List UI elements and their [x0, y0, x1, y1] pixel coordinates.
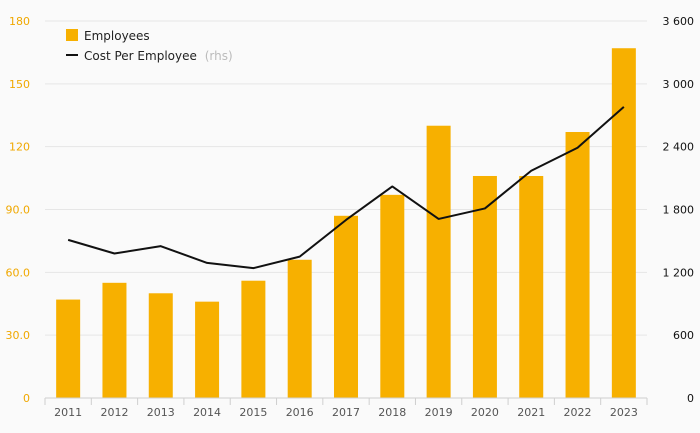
y-right-tick-label: 1 200 [663, 266, 695, 279]
axes: 0 0 30.0 600 60.0 1 200 90.0 1 800 120 2 400 150 3 … [6, 15, 695, 419]
y-right-tick-label: 600 [673, 329, 694, 342]
legend-swatch-employees [66, 29, 78, 41]
x-tick-label: 2014 [193, 406, 221, 419]
legend: Employees Cost Per Employee (rhs) [66, 29, 233, 63]
line-series [67, 106, 625, 270]
x-tick-label: 2021 [517, 406, 545, 419]
bar-employees-2012 [102, 282, 127, 398]
bar-employees-2014 [195, 301, 220, 398]
legend-label-cost-per-employee: Cost Per Employee [84, 49, 197, 63]
y-left-tick-label: 30.0 [6, 329, 31, 342]
legend-label-employees: Employees [84, 29, 150, 43]
bar-employees-2013 [148, 293, 173, 398]
x-tick-label: 2022 [564, 406, 592, 419]
x-tick-label: 2017 [332, 406, 360, 419]
bar-employees-2011 [56, 299, 81, 398]
y-left-tick-label: 180 [9, 15, 30, 28]
y-right-tick-label: 0 [687, 392, 694, 405]
x-tick-label: 2011 [54, 406, 82, 419]
bar-series [56, 48, 636, 398]
y-right-tick-label: 2 400 [663, 141, 695, 154]
bar-employees-2015 [241, 280, 266, 398]
bar-employees-2022 [565, 132, 590, 398]
x-tick-label: 2019 [425, 406, 453, 419]
y-right-tick-label: 3 000 [663, 78, 695, 91]
svg-text:Cost Per Employee (rhs: Cost Per Employee (rhs) [84, 49, 233, 63]
bar-employees-2019 [426, 125, 451, 398]
bar-employees-2017 [334, 215, 358, 398]
y-right-tick-label: 3 600 [663, 15, 695, 28]
bar-employees-2016 [287, 259, 312, 398]
legend-label-rhs-suffix: (rhs) [205, 49, 233, 63]
bar-employees-2023 [611, 48, 636, 398]
y-left-tick-label: 60.0 [6, 266, 31, 279]
bar-employees-2018 [380, 194, 405, 398]
x-tick-label: 2012 [100, 406, 128, 419]
x-tick-label: 2013 [147, 406, 175, 419]
bar-employees-2020 [472, 175, 497, 398]
x-tick-label: 2015 [239, 406, 267, 419]
bar-employees-2021 [519, 175, 544, 398]
y-left-tick-label: 150 [9, 78, 30, 91]
x-tick-label: 2023 [610, 406, 638, 419]
y-right-tick-label: 1 800 [663, 204, 695, 217]
x-tick-label: 2018 [378, 406, 406, 419]
x-tick-label: 2016 [286, 406, 314, 419]
x-tick-label: 2020 [471, 406, 499, 419]
y-left-tick-label: 90.0 [6, 204, 31, 217]
y-left-tick-label: 120 [9, 141, 30, 154]
y-left-tick-label: 0 [23, 392, 30, 405]
